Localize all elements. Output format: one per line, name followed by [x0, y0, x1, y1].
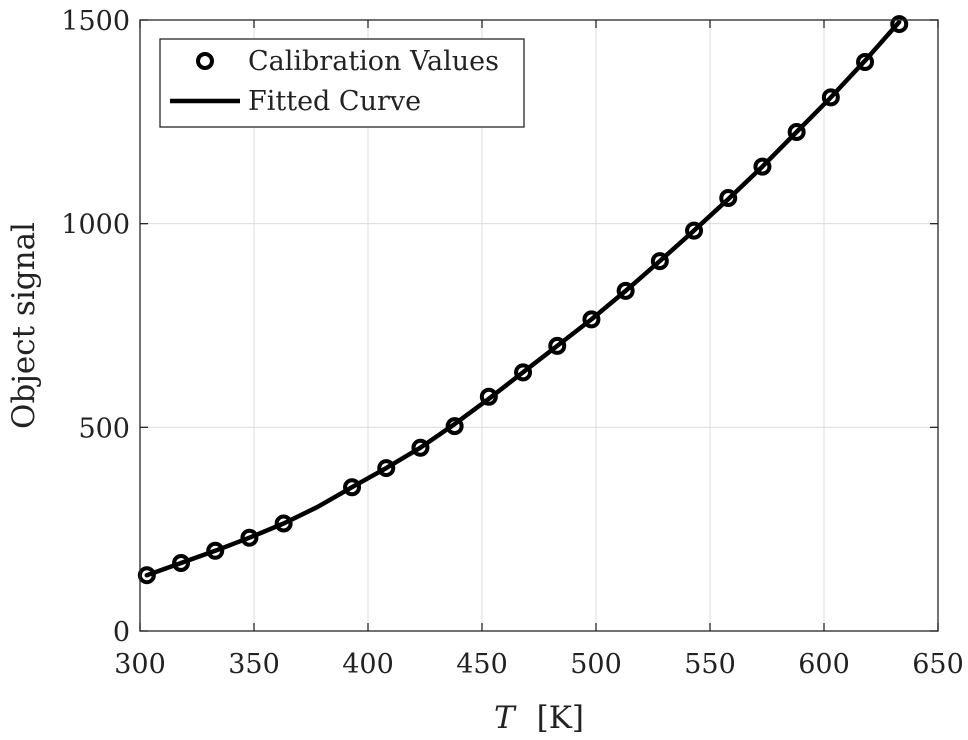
calibration-point	[377, 459, 396, 478]
x-tick-label: 300	[114, 649, 166, 680]
series-layer	[137, 15, 909, 585]
tick-labels: 300 350 400 450 500 550 600 650 0 500 1000 1500	[61, 6, 963, 680]
y-tick-label: 500	[78, 413, 130, 444]
x-axis-symbol: T	[494, 700, 517, 736]
y-tick-label: 0	[113, 617, 130, 648]
calibration-point	[172, 553, 191, 572]
y-tick-label: 1500	[61, 6, 130, 37]
calibration-point	[890, 15, 909, 34]
legend-label-calibration: Calibration Values	[248, 46, 499, 77]
x-tick-label: 450	[456, 649, 508, 680]
x-axis-unit: [K]	[537, 700, 584, 736]
calibration-point	[206, 541, 225, 560]
calibration-point	[582, 310, 601, 329]
calibration-point	[514, 363, 533, 382]
axes	[139, 19, 939, 632]
fitted-curve-line	[144, 19, 902, 578]
legend-box	[159, 38, 525, 128]
legend-label-fitted: Fitted Curve	[248, 86, 421, 117]
calibration-point	[821, 88, 840, 107]
x-tick-label: 550	[684, 649, 736, 680]
calibration-point	[753, 157, 772, 176]
calibration-point	[445, 417, 464, 436]
x-axis-title: T [K]	[494, 700, 584, 736]
calibration-point	[650, 252, 669, 271]
y-tick-label: 1000	[61, 210, 130, 241]
calibration-point	[274, 514, 293, 533]
x-tick-label: 500	[570, 649, 622, 680]
x-tick-label: 350	[228, 649, 280, 680]
calibration-point	[685, 221, 704, 240]
calibration-point	[343, 478, 362, 497]
x-tick-label: 600	[798, 649, 850, 680]
calibration-point	[240, 528, 259, 547]
calibration-point	[787, 123, 806, 142]
legend: Calibration Values Fitted Curve	[159, 38, 525, 128]
x-tick-label: 400	[342, 649, 394, 680]
y-axis-title: Object signal	[6, 222, 42, 429]
calibration-point	[616, 281, 635, 300]
calibration-point	[856, 52, 875, 71]
axes-frame	[139, 19, 939, 632]
calibration-point	[548, 336, 567, 355]
legend-marker-calibration	[196, 52, 214, 70]
calibration-point	[411, 438, 430, 457]
calibration-point	[479, 387, 498, 406]
calibration-point	[719, 189, 738, 208]
x-tick-label: 650	[912, 649, 964, 680]
